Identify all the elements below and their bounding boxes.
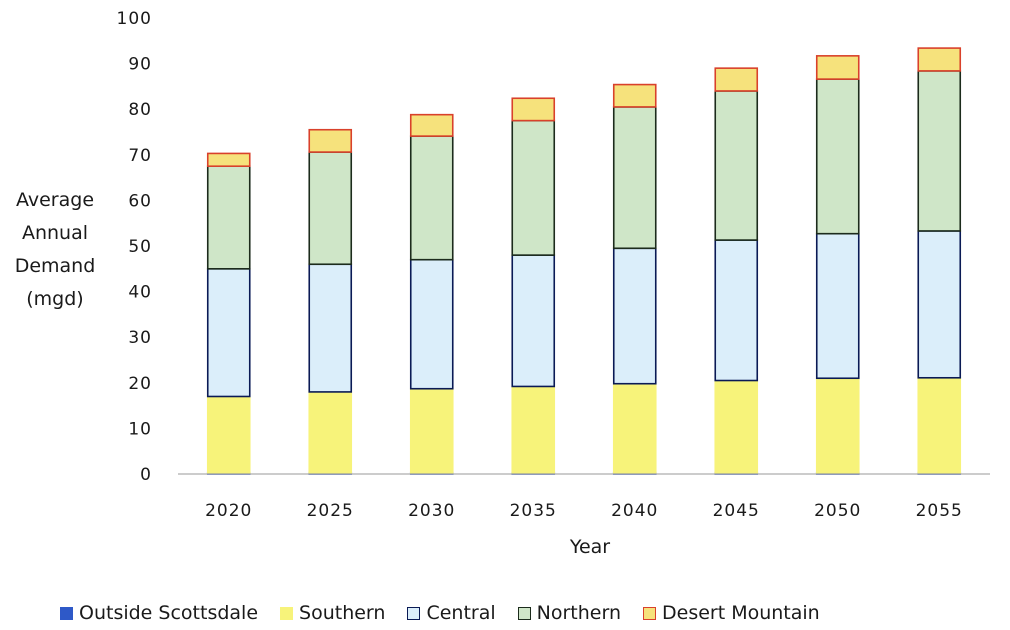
- bar-segment: [917, 230, 962, 379]
- x-tick-label: 2045: [713, 501, 760, 521]
- legend-swatch: [517, 606, 531, 620]
- legend-item: Outside Scottsdale: [60, 602, 258, 624]
- bar-segment: [308, 263, 353, 393]
- bar-segment: [308, 128, 353, 153]
- legend: Outside Scottsdale Southern Central Norther…: [60, 602, 1000, 624]
- y-tick-label: 60: [128, 191, 152, 211]
- bar-segment: [511, 119, 556, 256]
- bars: [206, 47, 962, 475]
- bar-segment: [917, 47, 962, 72]
- bar-segment: [714, 239, 759, 382]
- bar-segment: [409, 113, 454, 137]
- bar-segment: [612, 106, 657, 250]
- legend-swatch: [407, 606, 421, 620]
- y-tick-label: 30: [128, 328, 152, 348]
- bar-segment: [206, 152, 251, 168]
- y-axis-ticks: 0 10 20 30 40 50 60 70 80 90 100: [117, 9, 152, 485]
- y-tick-label: 90: [128, 55, 152, 75]
- y-tick-label: 70: [128, 146, 152, 166]
- bar-segment: [511, 97, 556, 122]
- x-axis-ticks: 2020 2025 2030 2035 2040 2045 2050 2055: [205, 501, 963, 521]
- bar-segment: [511, 254, 556, 388]
- bar-segment: [815, 55, 860, 80]
- x-axis-title: Year: [569, 536, 610, 558]
- legend-swatch: [60, 606, 73, 620]
- x-tick-label: 2040: [611, 501, 658, 521]
- legend-label: Central: [426, 602, 496, 624]
- bar-segment: [206, 395, 251, 474]
- y-axis-title: Average Annual Demand (mgd): [15, 189, 96, 310]
- bar-segment: [612, 382, 657, 474]
- bar-segment: [206, 165, 251, 270]
- bar-segment: [206, 267, 251, 398]
- x-tick-label: 2050: [814, 501, 861, 521]
- x-tick-label: 2020: [205, 501, 252, 521]
- y-axis-title-line: Annual: [22, 222, 88, 244]
- legend-label: Southern: [299, 602, 386, 624]
- legend-label: Northern: [536, 602, 621, 624]
- y-tick-label: 40: [128, 283, 152, 303]
- bar-segment: [511, 385, 556, 474]
- bar-segment: [714, 67, 759, 92]
- y-axis-title-line: (mgd): [26, 288, 83, 310]
- x-tick-label: 2025: [307, 501, 354, 521]
- legend-item: Northern: [517, 602, 621, 624]
- bar-segment: [308, 391, 353, 474]
- y-axis-title-line: Average: [16, 189, 94, 211]
- legend-item: Desert Mountain: [643, 602, 820, 624]
- y-tick-label: 100: [117, 9, 152, 29]
- bar-segment: [815, 78, 860, 235]
- bar-segment: [714, 90, 759, 241]
- bar-segment: [917, 70, 962, 232]
- bar-segment: [815, 232, 860, 380]
- y-tick-label: 0: [140, 465, 152, 485]
- bar-segment: [409, 258, 454, 390]
- bar-segment: [714, 379, 759, 474]
- legend-label: Desert Mountain: [662, 602, 820, 624]
- legend-swatch: [280, 606, 294, 620]
- bar-segment: [308, 151, 353, 266]
- bar-segment: [917, 376, 962, 474]
- bar-segment: [409, 135, 454, 261]
- legend-item: Central: [407, 602, 496, 624]
- legend-swatch: [643, 606, 656, 620]
- y-tick-label: 20: [128, 374, 152, 394]
- y-tick-label: 10: [128, 419, 152, 439]
- y-tick-label: 50: [128, 237, 152, 257]
- bar-segment: [612, 247, 657, 385]
- bar-segment: [409, 387, 454, 474]
- bar-segment: [612, 83, 657, 108]
- bar-segment: [815, 377, 860, 474]
- y-tick-label: 80: [128, 100, 152, 120]
- legend-item: Southern: [280, 602, 385, 624]
- x-tick-label: 2035: [510, 501, 557, 521]
- x-tick-label: 2055: [916, 501, 963, 521]
- y-axis-title-line: Demand: [15, 255, 96, 277]
- x-tick-label: 2030: [408, 501, 455, 521]
- legend-label: Outside Scottsdale: [79, 602, 259, 624]
